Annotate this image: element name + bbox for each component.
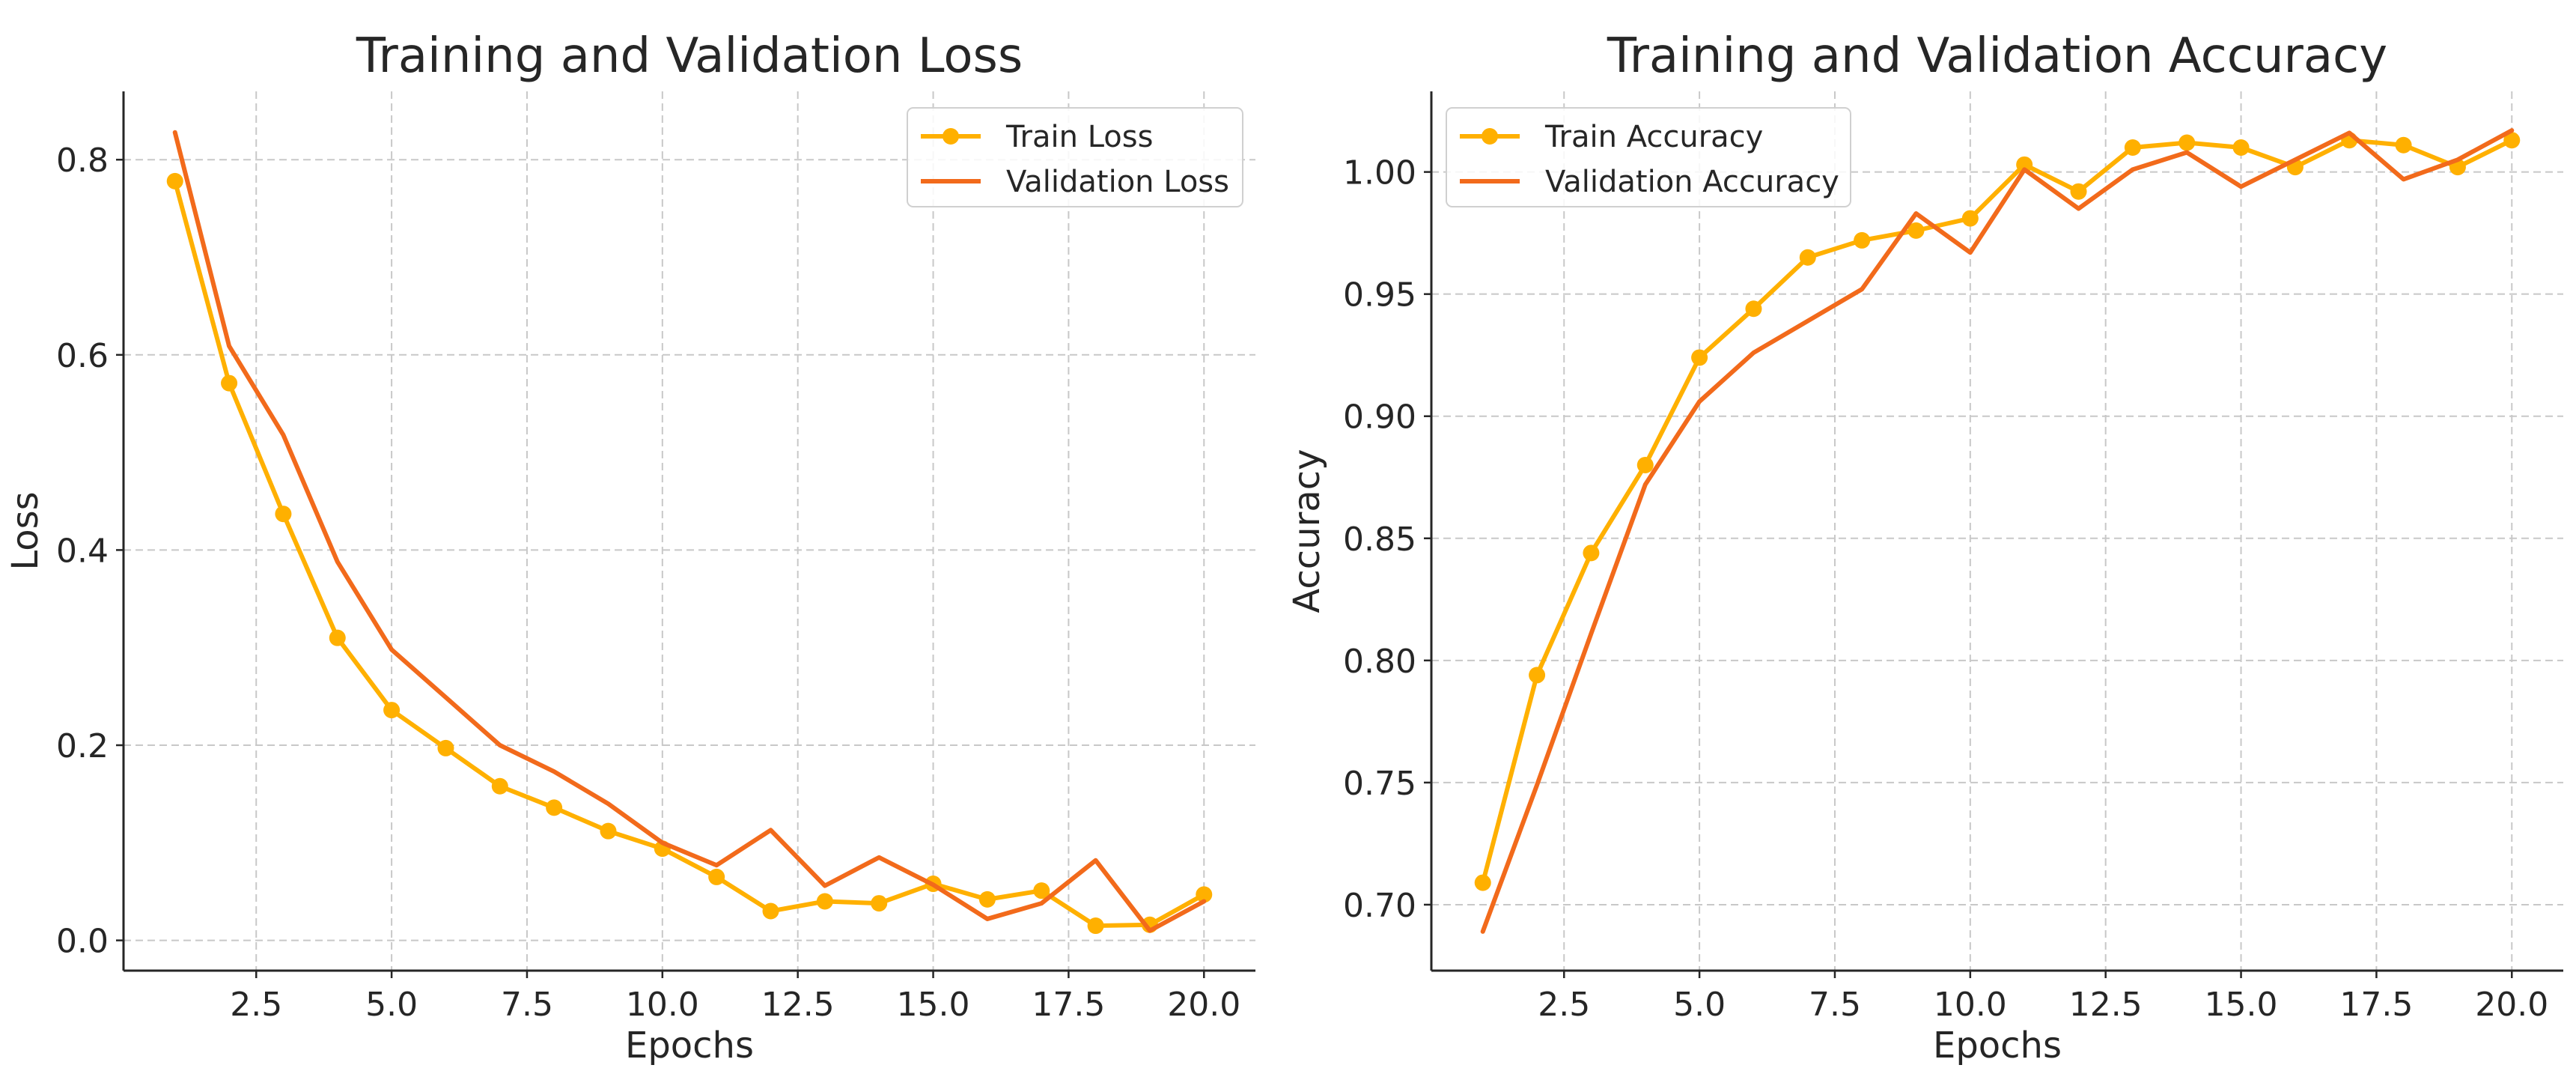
y-tick-label: 0.95 <box>1343 276 1416 315</box>
data-point <box>1033 882 1050 899</box>
y-tick-label: 0.75 <box>1343 765 1416 803</box>
chart-title: Training and Validation Loss <box>356 28 1023 84</box>
x-tick-label: 17.5 <box>1032 986 1105 1024</box>
y-tick-label: 0.0 <box>56 923 109 961</box>
y-tick-label: 0.80 <box>1343 643 1416 681</box>
data-point <box>871 895 888 912</box>
data-point <box>2016 156 2033 173</box>
series-line <box>172 178 1207 929</box>
legend: Train Accuracy Validation Accuracy <box>1446 107 1851 207</box>
data-point <box>546 799 563 816</box>
data-point <box>2232 139 2250 157</box>
legend: Train Loss Validation Loss <box>907 107 1243 207</box>
x-tick-label: 5.0 <box>1673 986 1726 1024</box>
x-tick-label: 17.5 <box>2339 986 2413 1024</box>
data-point <box>2124 139 2141 157</box>
x-tick-label: 7.5 <box>501 986 553 1024</box>
legend-box <box>907 107 1243 207</box>
loss-chart: 2.5 5.0 7.5 10.0 12.5 15.0 17.5 20.0 0.0 0.2 0.4 0.… <box>4 28 1255 1067</box>
accuracy-chart: 2.5 5.0 7.5 10.0 12.5 15.0 17.5 20.0 0.70 0.75 0.8… <box>1286 28 2563 1067</box>
data-point <box>1691 349 1708 366</box>
data-point <box>383 702 401 719</box>
legend-box <box>1446 107 1851 207</box>
x-tick-label: 15.0 <box>2205 986 2278 1024</box>
x-tick-label: 10.0 <box>1934 986 2007 1024</box>
data-point <box>1961 210 1979 227</box>
x-axis-label: Epochs <box>1933 1025 2062 1067</box>
data-point <box>1636 456 1654 473</box>
data-point <box>1907 222 1925 239</box>
series-validation <box>1480 128 2515 934</box>
data-point <box>600 822 617 840</box>
data-point <box>2395 136 2412 154</box>
legend-label: Train Loss <box>1005 120 1153 154</box>
x-tick-label: 5.0 <box>365 986 418 1024</box>
data-point <box>1799 249 1816 266</box>
data-point <box>1583 544 1600 562</box>
data-point <box>1196 886 1213 903</box>
y-axis-label: Accuracy <box>1286 449 1328 613</box>
legend-label: Train Accuracy <box>1544 120 1763 154</box>
series-line <box>1480 138 2515 885</box>
x-tick-label: 7.5 <box>1809 986 1861 1024</box>
legend-swatch-marker <box>943 128 959 145</box>
series-validation <box>172 130 1207 933</box>
data-point <box>816 893 833 910</box>
data-point <box>221 374 238 392</box>
x-tick-label: 2.5 <box>1538 986 1590 1024</box>
data-point <box>708 868 725 885</box>
series-train <box>1474 132 2521 891</box>
data-point <box>1529 667 1546 684</box>
data-point <box>491 777 508 795</box>
series-line <box>172 130 1207 933</box>
legend-label: Validation Accuracy <box>1545 165 1839 199</box>
data-point <box>2503 132 2521 149</box>
data-point <box>762 902 779 920</box>
data-point <box>166 172 183 189</box>
x-tick-label: 10.0 <box>626 986 699 1024</box>
y-tick-label: 0.70 <box>1343 887 1416 925</box>
data-point <box>329 629 346 646</box>
chart-title: Training and Validation Accuracy <box>1607 28 2387 84</box>
x-tick-label: 2.5 <box>230 986 282 1024</box>
y-tick-label: 0.8 <box>56 142 109 180</box>
x-tick-label: 12.5 <box>761 986 835 1024</box>
y-tick-label: 0.90 <box>1343 398 1416 437</box>
series-train <box>166 172 1213 935</box>
data-point <box>2070 183 2087 200</box>
y-tick-label: 0.2 <box>56 727 109 765</box>
y-tick-label: 0.4 <box>56 532 109 570</box>
data-point <box>1087 917 1104 935</box>
data-point <box>1854 231 1871 249</box>
data-point <box>978 890 996 908</box>
data-point <box>1474 874 1491 891</box>
data-point <box>2178 134 2196 151</box>
y-tick-label: 1.00 <box>1343 154 1416 192</box>
data-point <box>275 506 292 523</box>
x-tick-label: 20.0 <box>2475 986 2548 1024</box>
series-line <box>1480 128 2515 934</box>
x-tick-label: 15.0 <box>897 986 970 1024</box>
y-tick-label: 0.85 <box>1343 521 1416 559</box>
data-point <box>1745 300 1762 318</box>
data-point <box>437 739 454 756</box>
x-tick-label: 12.5 <box>2069 986 2143 1024</box>
legend-label: Validation Loss <box>1006 165 1229 199</box>
y-tick-label: 0.6 <box>56 337 109 375</box>
x-tick-label: 20.0 <box>1167 986 1240 1024</box>
x-axis-label: Epochs <box>625 1025 754 1067</box>
legend-swatch-marker <box>1482 128 1498 145</box>
y-axis-label: Loss <box>4 491 46 570</box>
